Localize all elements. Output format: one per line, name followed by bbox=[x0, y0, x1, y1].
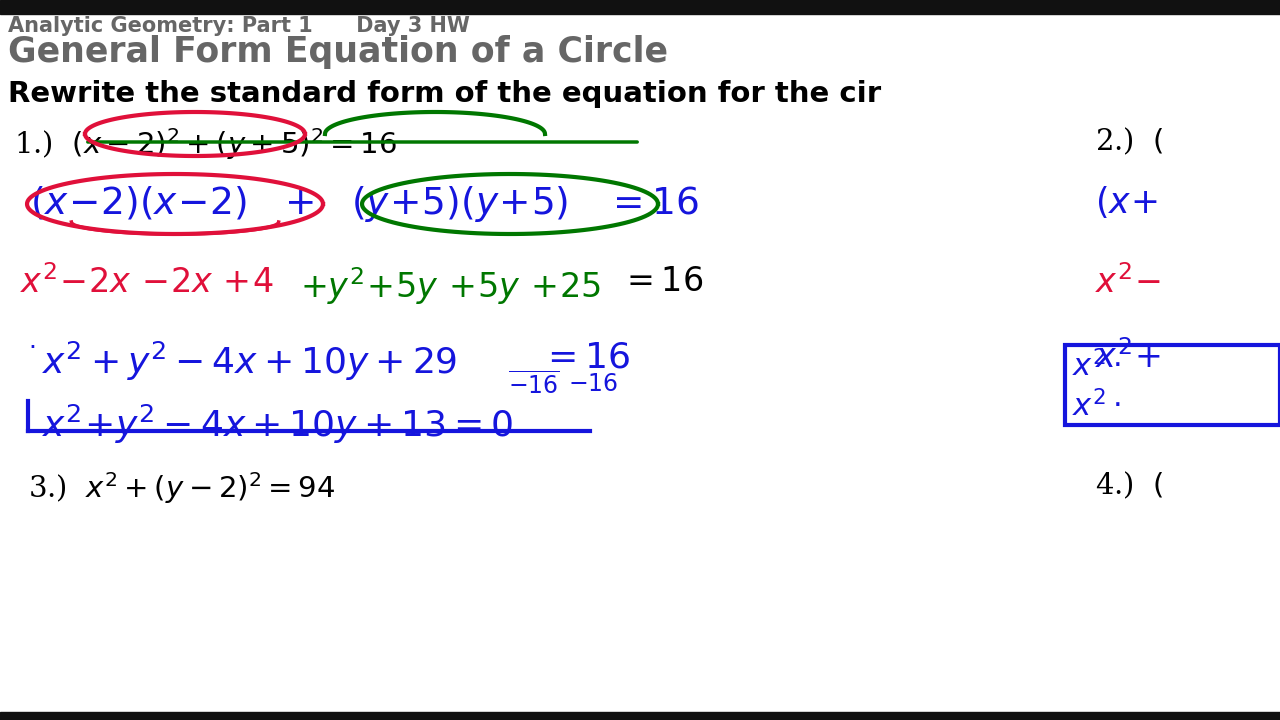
Text: $(x\!-\!2)(x\!-\!2)$   $+$   $(y\!+\!5)(y\!+\!5)$   $= 16$: $(x\!-\!2)(x\!-\!2)$ $+$ $(y\!+\!5)(y\!+… bbox=[29, 184, 699, 224]
Text: 4.)  $($: 4.) $($ bbox=[1094, 470, 1164, 501]
Text: $x^2\!+\!y^2 - 4x + 10y + 13 = 0$: $x^2\!+\!y^2 - 4x + 10y + 13 = 0$ bbox=[42, 403, 513, 446]
Text: Rewrite the standard form of the equation for the cir: Rewrite the standard form of the equatio… bbox=[8, 80, 881, 108]
Bar bbox=[0, 712, 1280, 720]
Text: $x^2 + y^2 - 4x + 10y + 29$: $x^2 + y^2 - 4x + 10y + 29$ bbox=[42, 340, 457, 383]
Text: 2.)  $($: 2.) $($ bbox=[1094, 126, 1164, 158]
Text: $x^2\cdot$: $x^2\cdot$ bbox=[1073, 390, 1121, 423]
Text: $x^2\cdot$: $x^2\cdot$ bbox=[1073, 350, 1121, 382]
Text: $= 16$: $= 16$ bbox=[620, 265, 703, 298]
Text: 1.)  $(x - 2)^2 + (y + 5)^2 = 16$: 1.) $(x - 2)^2 + (y + 5)^2 = 16$ bbox=[14, 126, 397, 162]
Text: $x^2\!+$: $x^2\!+$ bbox=[1094, 340, 1161, 375]
Text: $= 16$: $= 16$ bbox=[540, 340, 630, 374]
Text: ·: · bbox=[28, 336, 36, 360]
Text: General Form Equation of a Circle: General Form Equation of a Circle bbox=[8, 35, 668, 69]
Text: $(x\!+\!$: $(x\!+\!$ bbox=[1094, 184, 1157, 220]
Text: 3.)  $x^2 + (y - 2)^2 = 94$: 3.) $x^2 + (y - 2)^2 = 94$ bbox=[28, 470, 335, 506]
Text: $x^2\!-$: $x^2\!-$ bbox=[1094, 265, 1161, 300]
Text: $-16$: $-16$ bbox=[568, 372, 618, 396]
Text: Analytic Geometry: Part 1      Day 3 HW: Analytic Geometry: Part 1 Day 3 HW bbox=[8, 16, 470, 36]
Bar bbox=[0, 0, 1280, 14]
Text: $+y^2\!+\!5y\,+\!5y\,+\!25$: $+y^2\!+\!5y\,+\!5y\,+\!25$ bbox=[300, 265, 600, 307]
Text: $\overline{-16}$: $\overline{-16}$ bbox=[508, 372, 559, 399]
Text: $x^2\!-\!2x\,-\!2x\,+\!4$: $x^2\!-\!2x\,-\!2x\,+\!4$ bbox=[20, 265, 274, 300]
